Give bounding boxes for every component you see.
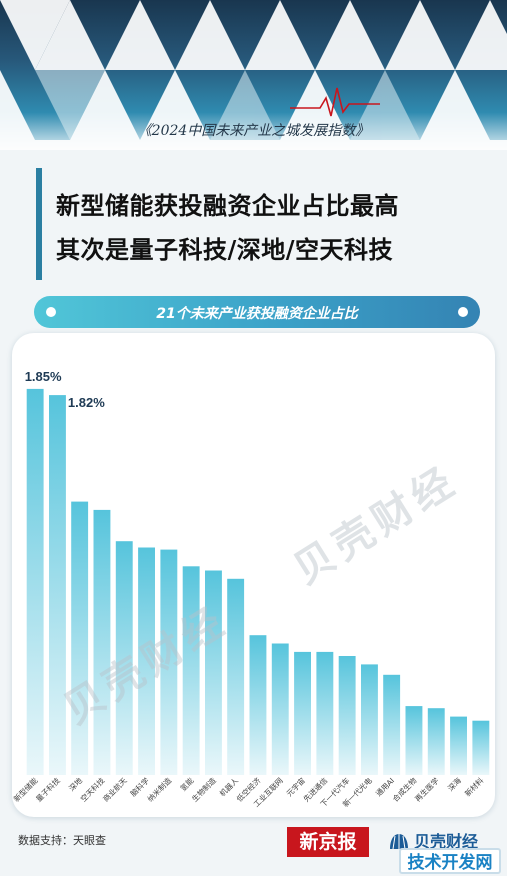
chart-card: 1.85% 1.82% 新型储能 量子科技 深地 空天科技 商业航天 脑科学 纳米制造 氢能 生物… — [12, 333, 495, 817]
data-support-note: 数据支持：天眼查 — [18, 834, 106, 847]
data-label-1: 1.82% — [68, 395, 105, 410]
bar-20 — [472, 720, 490, 775]
bar-5 — [138, 547, 155, 775]
pill-dot-right — [458, 307, 468, 317]
x-tick-label-2: 深地 — [66, 775, 84, 793]
bar-16 — [383, 674, 401, 775]
bar-4 — [115, 541, 133, 775]
bar-2 — [71, 501, 89, 775]
x-tick-label-19: 深海 — [445, 775, 463, 793]
headline-line-1: 新型储能获投融资企业占比最高 — [56, 191, 399, 220]
bar-11 — [271, 643, 289, 775]
pill-dot-left — [46, 307, 56, 317]
bar-15 — [361, 664, 378, 775]
bar-9 — [227, 578, 245, 775]
site-watermark-badge: 技术开发网 — [399, 848, 501, 874]
headline-block: 新型储能获投融资企业占比最高 其次是量子科技/深地/空天科技 — [36, 168, 476, 280]
x-tick-label-8: 生物制造 — [190, 775, 219, 804]
x-tick-label-6: 纳米制造 — [145, 775, 174, 804]
header-photo-band: 《2024中国未来产业之城发展指数》 — [0, 0, 507, 150]
bar-10 — [249, 635, 267, 775]
bar-8 — [205, 570, 222, 775]
chart-title-pill: 21个未来产业获投融资企业占比 — [34, 296, 480, 328]
shell-icon — [390, 834, 408, 850]
bar-0 — [26, 388, 44, 775]
bar-1 — [49, 395, 66, 775]
triangle-pattern — [0, 0, 507, 150]
headline-line-2: 其次是量子科技/深地/空天科技 — [56, 235, 394, 264]
bar-19 — [450, 716, 467, 775]
bar-12 — [294, 651, 311, 775]
x-tick-label-4: 商业航天 — [100, 775, 129, 804]
bar-3 — [93, 509, 111, 775]
x-tick-label-1: 量子科技 — [34, 775, 63, 804]
bar-13 — [316, 651, 334, 775]
data-label-0: 1.85% — [25, 369, 62, 384]
bar-7 — [182, 566, 200, 775]
x-tick-label-7: 氢能 — [178, 775, 196, 793]
chart-title: 21个未来产业获投融资企业占比 — [156, 306, 358, 322]
headline-accent-bar — [36, 168, 42, 280]
bar-14 — [338, 656, 356, 775]
bar-6 — [160, 549, 178, 775]
xinjingbao-logo: 新京报 — [287, 827, 369, 857]
bar-17 — [405, 706, 423, 775]
x-tick-label-18: 再生医学 — [412, 775, 441, 804]
x-tick-label-20: 新材料 — [462, 775, 485, 798]
source-report-title: 《2024中国未来产业之城发展指数》 — [137, 123, 370, 139]
beike-logo-text: 贝壳财经 — [414, 832, 479, 851]
bar-18 — [427, 708, 445, 775]
